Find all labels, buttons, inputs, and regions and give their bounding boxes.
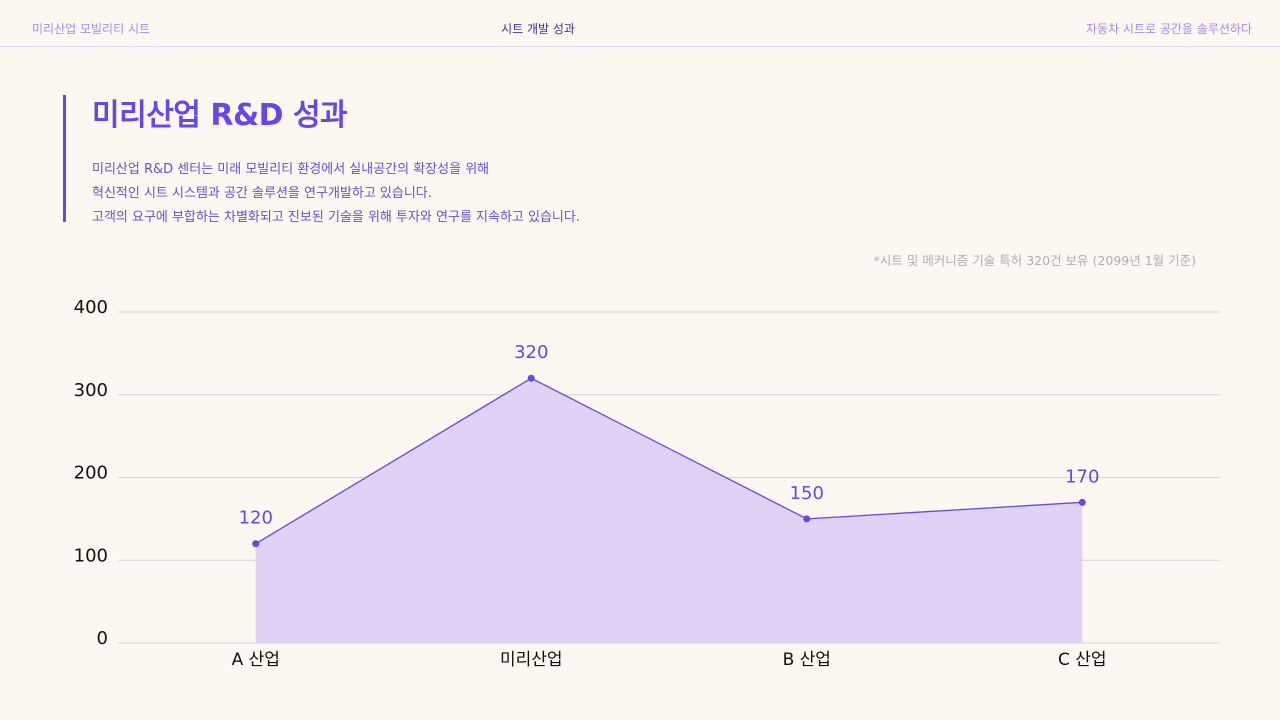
x-tick-label: 미리산업 xyxy=(500,650,563,670)
intro-line: 고객의 요구에 부합하는 차별화되고 진보된 기술을 위해 투자와 연구를 지속… xyxy=(92,210,580,225)
x-tick-label: A 산업 xyxy=(232,650,280,670)
value-label: 150 xyxy=(790,483,824,504)
header-rule xyxy=(0,46,1280,47)
value-label: 120 xyxy=(239,508,273,529)
y-tick-label: 400 xyxy=(74,297,108,318)
y-tick-label: 100 xyxy=(74,545,108,566)
title: 미리산업 R&D 성과 xyxy=(92,98,348,133)
point xyxy=(527,374,535,382)
value-label: 320 xyxy=(514,342,548,363)
header-left: 미리산업 모빌리티 시트 xyxy=(32,22,151,36)
area xyxy=(255,378,1083,643)
header-center: 시트 개발 성과 xyxy=(501,22,575,36)
x-tick-label: C 산업 xyxy=(1058,650,1107,670)
point xyxy=(803,515,811,523)
point xyxy=(1078,498,1086,506)
value-label: 170 xyxy=(1065,466,1099,487)
accent-bar xyxy=(63,95,66,222)
y-tick-label: 200 xyxy=(74,463,108,484)
x-tick-label: B 산업 xyxy=(783,650,831,670)
header-right: 자동차 시트로 공간을 솔루션하다 xyxy=(1085,22,1252,36)
intro-line: 혁신적인 시트 시스템과 공간 솔루션을 연구개발하고 있습니다. xyxy=(92,186,432,201)
intro-line: 미리산업 R&D 센터는 미래 모빌리티 환경에서 실내공간의 확장성을 위해 xyxy=(92,162,490,177)
line xyxy=(255,377,1083,545)
y-tick-label: 0 xyxy=(97,628,108,649)
point xyxy=(252,540,260,548)
y-tick-label: 300 xyxy=(74,380,108,401)
footnote: *시트 및 메커니즘 기술 특허 320건 보유 (2099년 1월 기준) xyxy=(873,253,1196,268)
